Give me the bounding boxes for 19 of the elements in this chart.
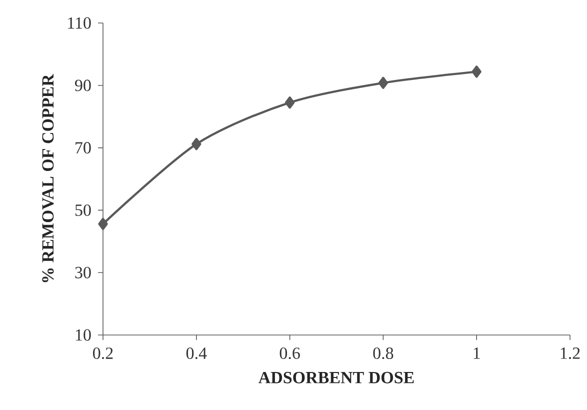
y-tick-label: 30 bbox=[75, 266, 91, 278]
point bbox=[472, 66, 482, 78]
point bbox=[98, 218, 108, 230]
x-tick-label: 0.2 bbox=[93, 348, 113, 360]
x-axis-title: ADSORBENT DOSE bbox=[258, 372, 414, 384]
y-axis-title: % REMOVAL OF COPPER bbox=[42, 74, 54, 282]
y-tick-label: 90 bbox=[75, 80, 91, 92]
x-tick-label: 0.4 bbox=[186, 348, 207, 360]
y-tick-label: 10 bbox=[76, 329, 91, 341]
x-tick-label: 1 bbox=[474, 348, 480, 359]
y-tick-label: 70 bbox=[76, 142, 91, 154]
x-tick-label: 0.8 bbox=[373, 348, 394, 360]
y-tick-label: 50 bbox=[75, 204, 91, 216]
x-tick-label: 0.6 bbox=[280, 348, 300, 360]
point bbox=[284, 96, 295, 109]
point bbox=[378, 76, 388, 89]
x-tick-label: 1.2 bbox=[560, 348, 580, 360]
point bbox=[192, 138, 202, 150]
y-tick-label: 110 bbox=[68, 17, 91, 29]
